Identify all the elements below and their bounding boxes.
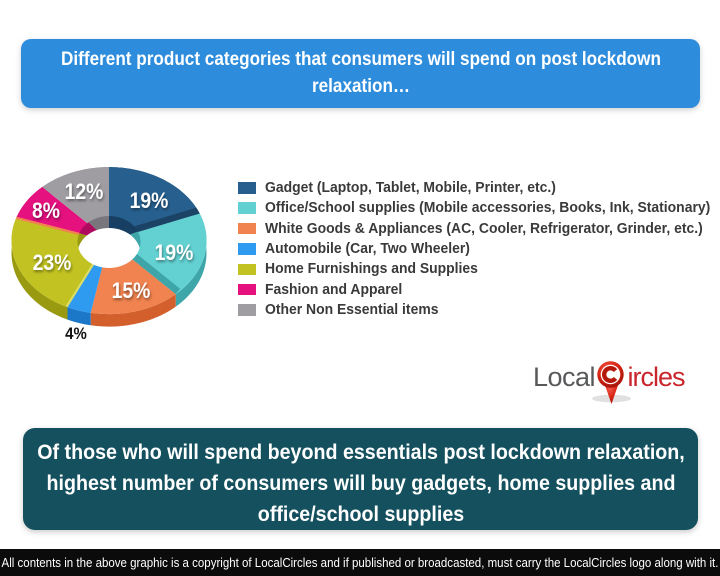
svg-text:ircles: ircles [628,362,686,392]
svg-text:Local: Local [533,362,595,392]
